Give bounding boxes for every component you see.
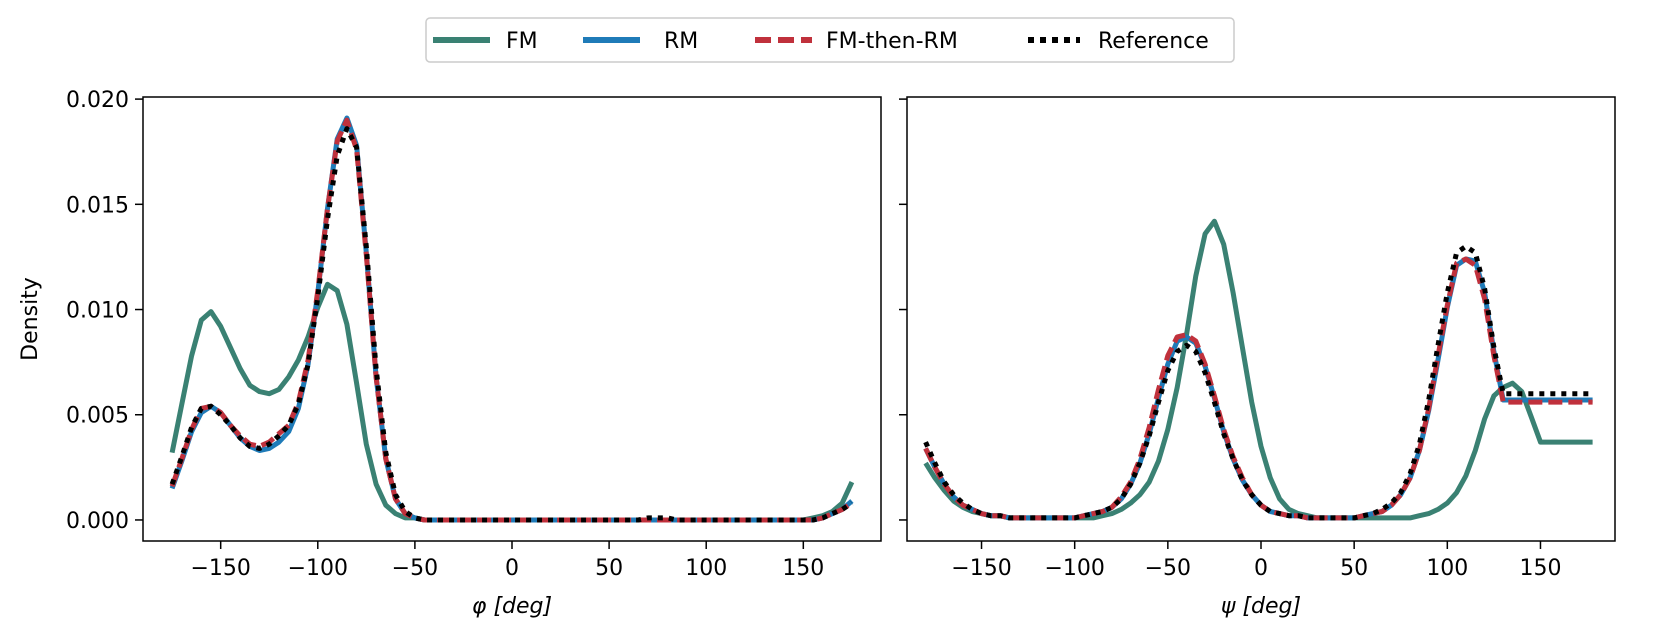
panel-phi-xtick-label: −100 <box>288 556 348 581</box>
panel-psi-xtick-label: 100 <box>1426 556 1468 581</box>
legend-label-reference: Reference <box>1098 29 1209 54</box>
legend-frame <box>425 17 1235 63</box>
panel-psi: −150 −100 −50 0 50 100 150 ψ [deg] <box>899 96 1616 619</box>
panel-psi-xlabel-unit: [deg] <box>1242 594 1301 619</box>
panel-phi-xtick-label: 150 <box>782 556 824 581</box>
panel-psi-xtick-label: 0 <box>1254 556 1268 581</box>
panel-psi-frame <box>906 96 1616 542</box>
panel-phi-series-fm-then-rm-line <box>169 117 854 523</box>
panel-phi-xtick-label: 50 <box>595 556 623 581</box>
panel-phi-series-rm-line <box>169 115 854 523</box>
panel-phi-xticks: −150 −100 −50 0 50 100 150 <box>190 541 824 581</box>
legend: FM RM FM-then-RM Reference <box>425 17 1235 63</box>
panel-psi-lines <box>923 218 1593 521</box>
panel-phi-ytick-label: 0.015 <box>66 193 129 218</box>
legend-label-fm: FM <box>506 29 538 54</box>
panel-psi-xtick-label: −50 <box>1145 556 1191 581</box>
panel-phi-yticks: 0.000 0.005 0.010 0.015 0.020 <box>66 88 143 534</box>
panel-phi-frame <box>142 96 882 542</box>
panel-psi-series-reference-line <box>923 243 1593 521</box>
panel-psi-xtick-label: 150 <box>1519 556 1561 581</box>
panel-psi-xlabel-symbol: ψ <box>1221 594 1236 619</box>
panel-phi-series-reference-line <box>169 126 854 523</box>
panel-phi-ytick-label: 0.000 <box>66 509 129 534</box>
panel-psi-xticks: −150 −100 −50 0 50 100 150 <box>951 541 1561 581</box>
panel-phi-xtick-label: 100 <box>685 556 727 581</box>
panel-psi-series-fm-then-rm-line <box>923 256 1593 521</box>
legend-label-fm-then-rm: FM-then-RM <box>826 29 958 54</box>
panel-phi-xtick-label: −50 <box>392 556 438 581</box>
panel-phi-xlabel: φ [deg] <box>472 594 552 619</box>
panel-psi-series-fm-line <box>923 218 1593 521</box>
panel-phi-ylabel: Density <box>18 277 43 361</box>
panel-phi-ytick-label: 0.005 <box>66 404 129 429</box>
panel-psi-yticks <box>899 98 907 521</box>
panel-phi-lines <box>169 115 855 523</box>
panel-psi-xtick-label: −100 <box>1044 556 1104 581</box>
panel-phi-series-fm-line <box>169 281 855 523</box>
panel-phi-ytick-label: 0.010 <box>66 299 129 324</box>
legend-label-rm: RM <box>664 29 698 54</box>
panel-phi-xtick-label: −150 <box>190 556 250 581</box>
panel-phi-xlabel-unit: [deg] <box>493 594 552 619</box>
panel-psi-series-rm-line <box>923 256 1593 521</box>
panel-psi-xlabel: ψ [deg] <box>1221 594 1301 619</box>
panel-phi-xlabel-symbol: φ <box>472 594 487 619</box>
panel-psi-xtick-label: 50 <box>1340 556 1368 581</box>
panel-psi-xtick-label: −150 <box>951 556 1011 581</box>
panel-phi-ytick-label: 0.020 <box>66 88 129 113</box>
panel-psi-xlabel-space <box>1235 594 1242 619</box>
panel-phi-xlabel-space <box>486 594 493 619</box>
panel-phi-xtick-label: 0 <box>505 556 519 581</box>
panel-phi: −150 −100 −50 0 50 100 150 0.000 0.005 0.010 0.01… <box>18 88 882 619</box>
